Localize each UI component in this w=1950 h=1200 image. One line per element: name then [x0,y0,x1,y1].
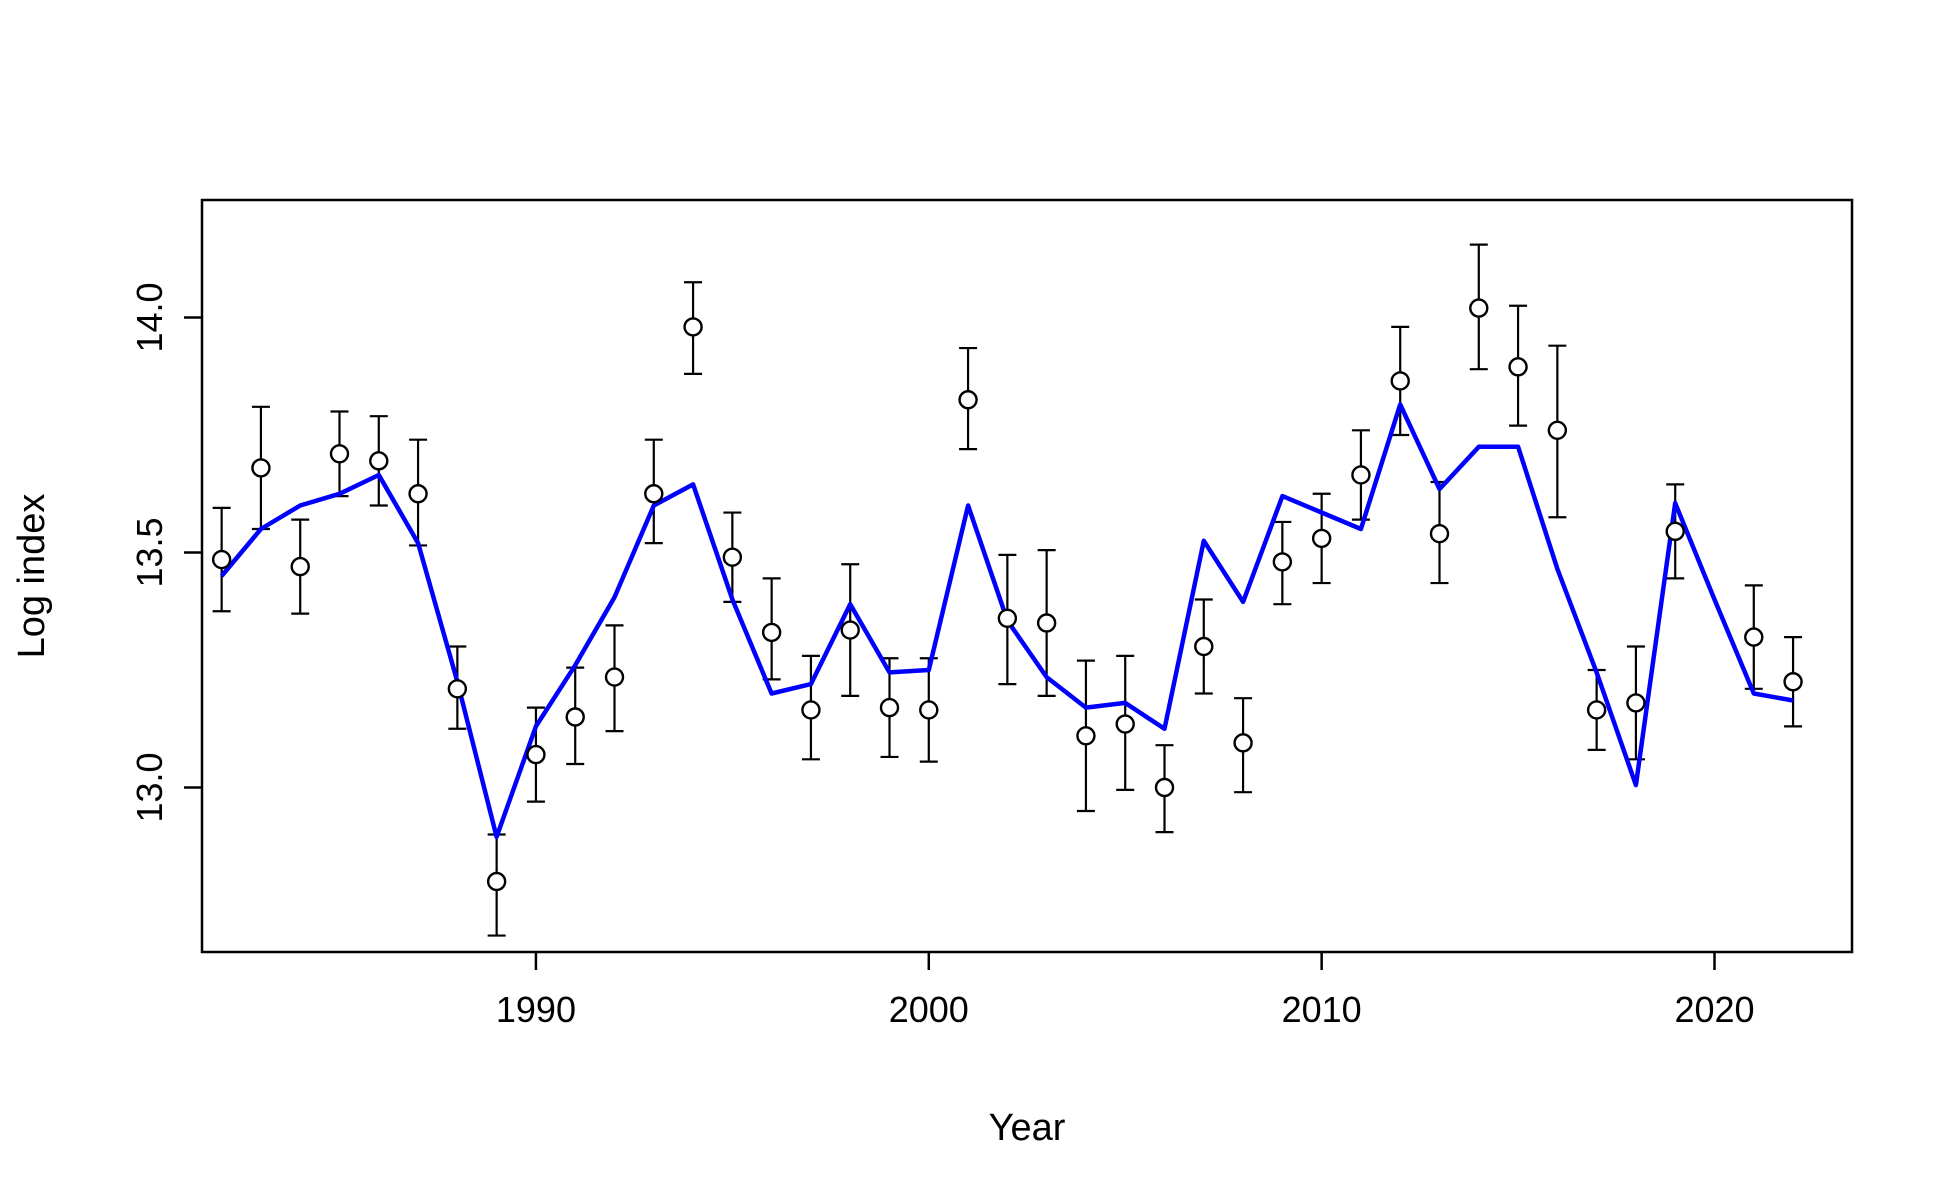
y-axis: 13.0 13.5 14.0 [129,282,202,823]
data-point [1783,672,1803,692]
data-point [801,700,821,720]
data-point [290,556,310,577]
data-point [722,547,743,567]
data-point [1076,726,1096,746]
observed-points [211,298,1803,892]
data-point [1390,371,1410,391]
data-point [408,484,428,504]
data-point [565,707,585,727]
data-point [644,484,664,504]
plot-frame [200,198,1854,954]
x-tick-label: 1990 [496,989,576,1030]
y-tick-label: 14.0 [129,282,170,352]
data-point [1154,777,1175,798]
data-point [369,451,389,471]
data-point [526,744,546,765]
data-point [251,458,271,478]
data-point [1311,528,1332,549]
x-axis-title: Year [989,1107,1066,1149]
data-point [1036,613,1057,633]
y-axis-title: Log index [11,494,53,659]
data-point [1626,693,1646,713]
data-point [683,317,703,337]
data-point [486,871,507,892]
data-point [1469,298,1489,318]
x-tick-label: 2010 [1282,989,1362,1030]
data-point [1194,636,1214,657]
x-tick-label: 2020 [1674,989,1754,1030]
data-point [1233,733,1253,753]
data-point [1115,714,1135,734]
data-point [329,444,350,464]
x-tick-label: 2000 [889,989,969,1030]
data-point [761,622,782,643]
x-axis: 1990 2000 2010 2020 [496,952,1755,1030]
data-point [840,620,860,640]
data-point [997,608,1018,628]
y-tick-label: 13.5 [129,517,170,587]
data-point [1665,521,1685,542]
data-point [1547,420,1568,440]
data-point [879,697,900,718]
data-point [604,667,625,687]
data-point [1744,627,1764,647]
data-point [447,679,468,699]
data-point [211,549,232,570]
data-point [958,390,978,410]
data-point [1508,357,1528,377]
data-point [1586,700,1607,720]
data-point [1272,552,1293,572]
data-point [1429,524,1450,544]
y-tick-label: 13.0 [129,752,170,822]
data-point [1351,465,1371,485]
data-point [919,700,939,720]
